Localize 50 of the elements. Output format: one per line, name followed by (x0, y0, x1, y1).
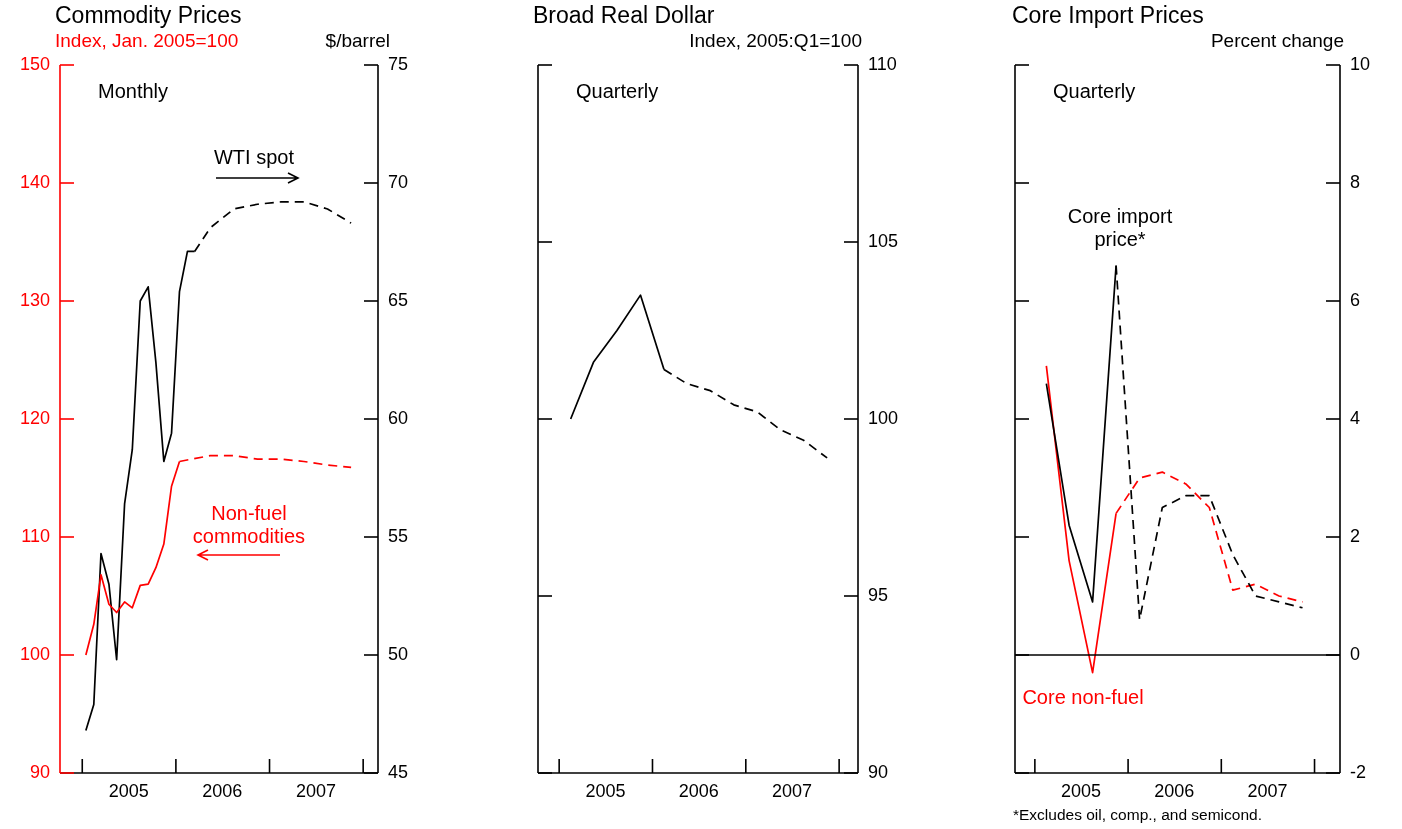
x-tick-label: 2005 (108, 780, 149, 801)
y2-tick-label: 60 (388, 407, 409, 428)
y2-tick-label: 50 (388, 643, 409, 664)
y-tick-label: 130 (19, 289, 50, 310)
y2-tick-label: 65 (388, 289, 409, 310)
y2-tick-label: 45 (388, 761, 409, 782)
text: *Excludes oil, comp., and semicond. (1013, 806, 1262, 824)
y-tick-label: 95 (868, 584, 889, 605)
y-tick-label: 100 (868, 407, 899, 428)
y-tick-label: 100 (19, 643, 50, 664)
y2-axis-title: $/barrel (325, 30, 390, 52)
y-tick-label: 0 (1350, 643, 1361, 664)
x-tick-label: 2007 (1247, 780, 1288, 801)
y2-tick-label: 70 (388, 171, 409, 192)
x-tick-label: 2006 (678, 780, 719, 801)
y-tick-label: 4 (1350, 407, 1361, 428)
y2-tick-label: 55 (388, 525, 409, 546)
annotation: Monthly (98, 80, 169, 103)
y-tick-label: 110 (868, 53, 897, 74)
y-tick-label: 120 (19, 407, 50, 428)
y-axis-title: Index, Jan. 2005=100 (55, 30, 239, 52)
text: WTI spot (213, 146, 295, 169)
series-label: Non-fuel commodities (191, 502, 307, 548)
annotation: Quarterly (576, 80, 659, 103)
y-tick-label: 6 (1350, 289, 1361, 310)
y2-tick-label: 75 (388, 53, 409, 74)
y-tick-label: 8 (1350, 171, 1361, 192)
y-axis-title: Percent change (1210, 30, 1344, 52)
y-tick-label: -2 (1350, 761, 1367, 782)
annotation: Quarterly (1053, 80, 1136, 103)
y-tick-label: 2 (1350, 525, 1361, 546)
y-axis-title: Index, 2005:Q1=100 (689, 30, 862, 52)
chart-title: Core Import Prices (1012, 2, 1204, 29)
x-tick-label: 2005 (1061, 780, 1102, 801)
y-tick-label: 90 (868, 761, 889, 782)
series-label: Core import price* (1066, 205, 1174, 251)
x-tick-label: 2007 (295, 780, 336, 801)
y-tick-label: 110 (21, 525, 50, 546)
chart-title: Commodity Prices (55, 2, 242, 29)
y-tick-label: 105 (868, 230, 899, 251)
x-tick-label: 2006 (202, 780, 243, 801)
y-tick-label: 90 (29, 761, 50, 782)
x-tick-label: 2007 (772, 780, 813, 801)
series-label: Core non-fuel (1021, 686, 1145, 709)
x-tick-label: 2006 (1154, 780, 1195, 801)
x-tick-label: 2005 (585, 780, 626, 801)
y-tick-label: 150 (19, 53, 50, 74)
y-tick-label: 10 (1350, 53, 1371, 74)
y-tick-label: 140 (19, 171, 50, 192)
chart-title: Broad Real Dollar (533, 2, 715, 29)
